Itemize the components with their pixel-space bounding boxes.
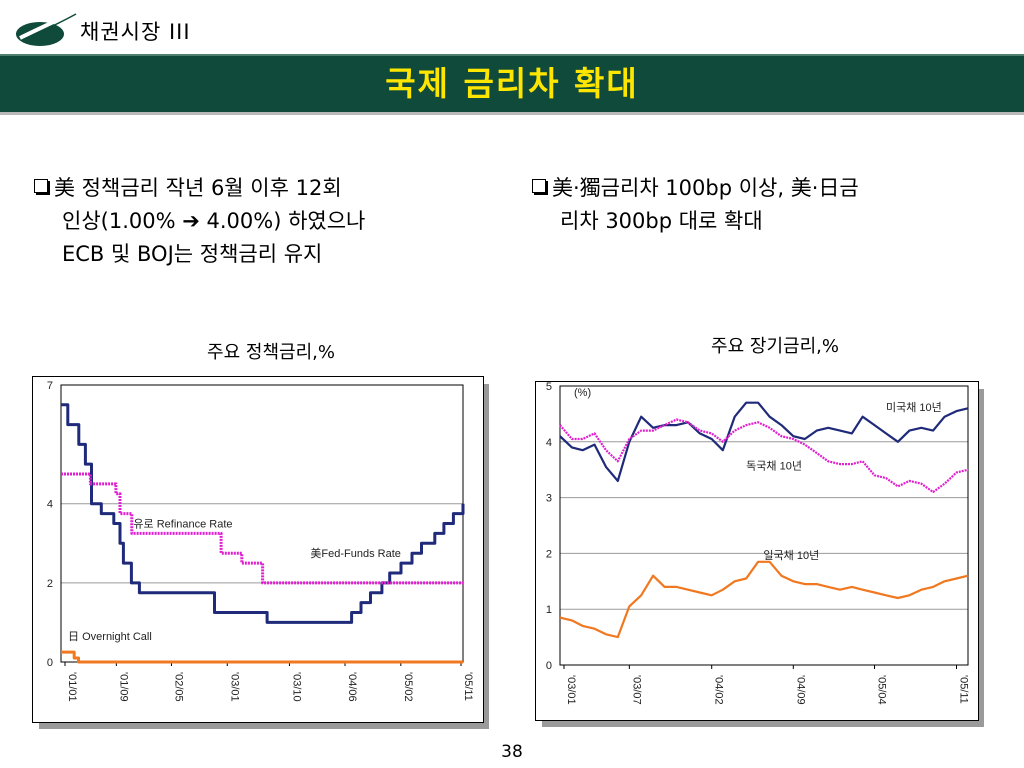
x-tick-label: '01/01 (66, 672, 78, 702)
y-tick-label: 3 (546, 493, 552, 505)
x-tick-label: '05/02 (402, 672, 414, 702)
euro-refinance-rate-label: 유로 Refinance Rate (133, 517, 232, 530)
x-tick-label: '04/09 (794, 675, 806, 705)
y-tick-label: 5 (546, 382, 552, 393)
x-tick-label: '04/06 (346, 672, 358, 702)
y-tick-label: 4 (47, 499, 53, 511)
policy-rate-chart-svg: 0 2 4 7 '01/01 '01/09 '02/05 '03/01 '03/10 '04/0… (47, 380, 474, 702)
x-tick-label: '02/05 (172, 672, 184, 702)
slide-title: 국제 금리차 확대 (385, 64, 639, 103)
long-rate-chart-title: 주요 장기금리,% (711, 336, 839, 357)
section-title: 채권시장 III (80, 20, 191, 44)
series-line-2 (61, 650, 463, 664)
x-tick-label: '03/07 (630, 675, 642, 705)
bullet-right-line1: 美·獨금리차 100bp 이상, 美·日금 (552, 176, 859, 200)
series-line-0 (61, 403, 465, 624)
banner-divider (0, 112, 1024, 115)
policy-rate-chart: 0 2 4 7 '01/01 '01/09 '02/05 '03/01 '03/10 '04/0… (32, 376, 484, 723)
bullet-policy-rates: 美 정책금리 작년 6월 이후 12회 인상(1.00% ➔ 4.00%) 하였… (34, 172, 504, 271)
series-line-2 (559, 560, 969, 639)
bullet-rate-spread: 美·獨금리차 100bp 이상, 美·日금 리차 300bp 대로 확대 (532, 172, 1002, 238)
checkbox-bullet-icon (532, 179, 546, 193)
bullet-left-line2: 인상(1.00% ➔ 4.00%) 하였으나 (62, 209, 366, 233)
japan-jgb-10y-label: 일국채 10년 (763, 548, 819, 562)
series-line-0 (559, 401, 969, 482)
y-tick-label: 4 (546, 437, 552, 449)
bullet-left-line1: 美 정책금리 작년 6월 이후 12회 (54, 176, 342, 200)
long-rate-chart-svg: 0 1 2 3 4 5 '03/01 '03/07 '04/02 '04/09 '05/04 '05… (546, 381, 970, 705)
bullet-left-line3: ECB 및 BOJ는 정책금리 유지 (62, 242, 323, 266)
y-tick-label: 2 (47, 578, 53, 590)
y-tick-label: 0 (47, 657, 53, 669)
fed-funds-rate-label: 美Fed-Funds Rate (310, 547, 400, 560)
logo-icon (16, 10, 77, 46)
series-line-1 (61, 472, 463, 585)
y-tick-label: 2 (546, 548, 552, 560)
y-tick-label: 1 (546, 604, 552, 616)
x-tick-label: '04/02 (713, 675, 725, 705)
y-tick-label: 0 (546, 660, 552, 672)
x-tick-label: '03/01 (565, 675, 577, 705)
german-bund-10y-label: 독국채 10년 (746, 460, 802, 473)
page-number: 38 (501, 742, 523, 762)
x-tick-label: '01/09 (117, 672, 129, 702)
x-tick-label: '03/10 (290, 672, 302, 702)
x-tick-label: '05/11 (958, 675, 970, 704)
us-treasury-10y-label: 미국채 10년 (886, 401, 942, 414)
checkbox-bullet-icon (34, 179, 48, 193)
x-tick-label: '05/04 (876, 675, 888, 705)
unit-label: (%) (574, 387, 591, 399)
x-tick-label: '05/11 (462, 672, 474, 701)
bullet-right-line2: 리차 300bp 대로 확대 (560, 209, 763, 233)
title-banner: 국제 금리차 확대 (0, 54, 1024, 114)
y-tick-label: 7 (47, 380, 53, 392)
series-line-1 (559, 418, 969, 494)
x-tick-label: '03/01 (228, 672, 240, 702)
japan-overnight-call-label: 日 Overnight Call (68, 631, 152, 643)
plot-area (559, 385, 969, 666)
long-rate-chart: 0 1 2 3 4 5 '03/01 '03/07 '04/02 '04/09 '05/04 '05… (535, 381, 979, 721)
policy-rate-chart-title: 주요 정책금리,% (207, 342, 335, 363)
